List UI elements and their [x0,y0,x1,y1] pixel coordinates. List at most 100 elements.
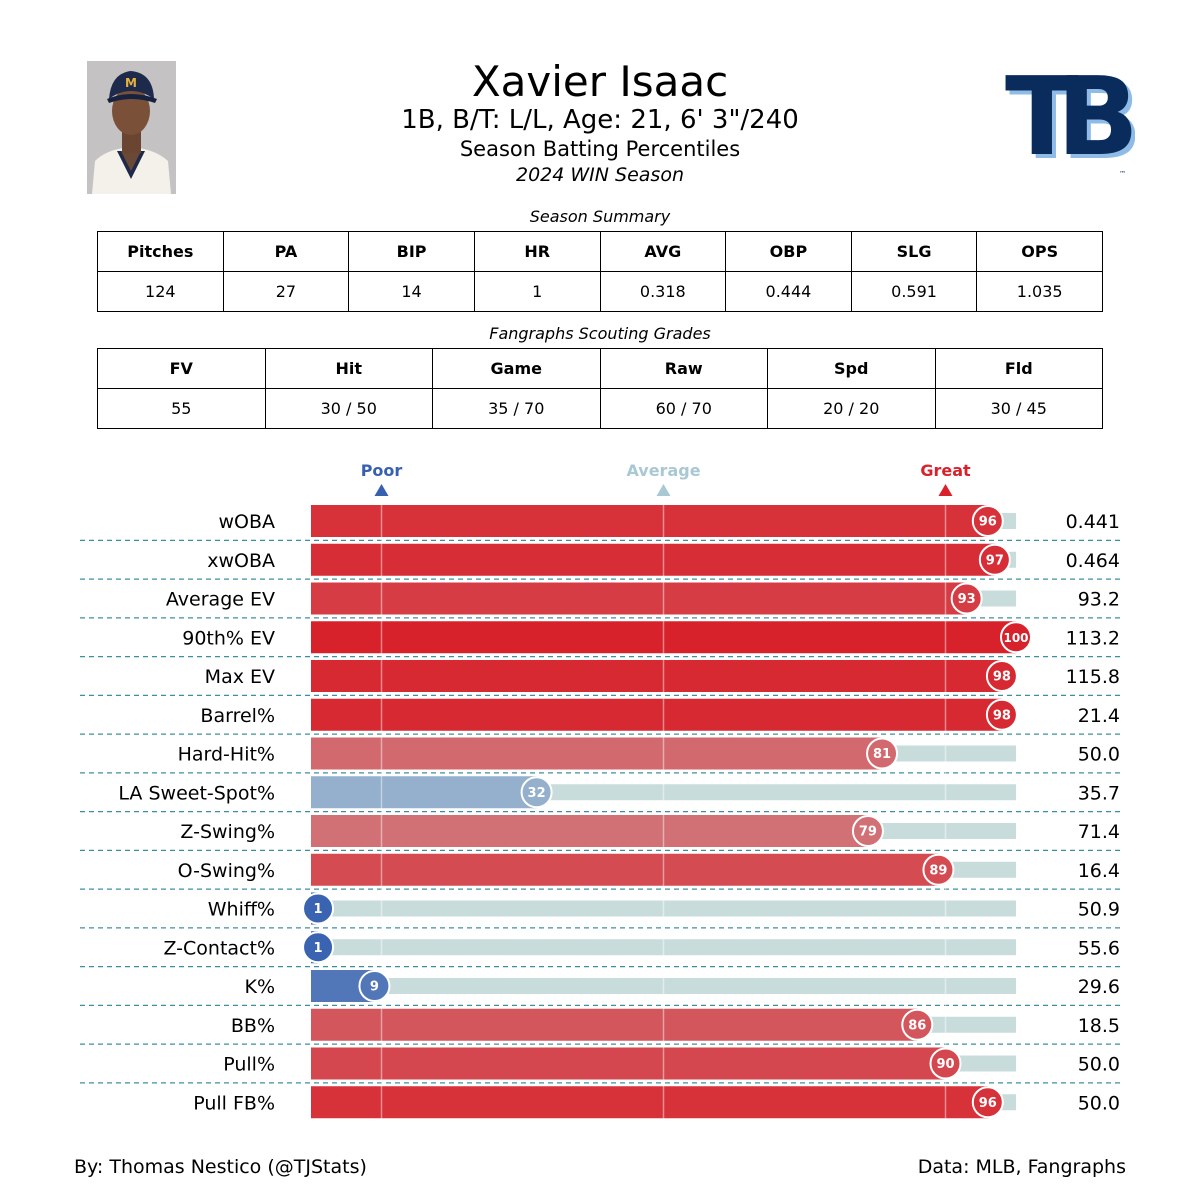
percentile-label: 89 [929,863,947,878]
percentile-badge [901,1008,934,1041]
scouting-value-cell: 35 / 70 [432,388,601,429]
stat-value: 0.464 [1066,550,1120,572]
percentile-label: 100 [1003,631,1028,645]
summary-header-cell: AVG [599,231,727,272]
metric-label: Max EV [205,666,275,688]
percentile-badge [985,660,1018,692]
percentile-badge [929,1047,962,1080]
scouting-header-cell: Spd [767,348,936,389]
season-label: 2024 WIN Season [516,164,684,186]
scouting-header-cell: Raw [599,348,768,389]
cap-logo: M [125,76,137,90]
percentile-badge [922,853,955,886]
stat-value: 50.0 [1078,1054,1120,1076]
percentile-bar [311,1047,946,1080]
percentile-label: 97 [986,553,1004,568]
percentile-label: 79 [859,825,877,840]
marker-triangle [938,484,953,496]
season-summary-caption: Season Summary [529,207,671,226]
metric-label: Barrel% [200,705,275,727]
scouting-header-cell: Fld [934,348,1103,389]
stat-value: 115.8 [1066,666,1120,688]
stat-value: 71.4 [1078,821,1120,843]
percentile-badge [1000,621,1032,654]
metric-label: Hard-Hit% [178,744,275,766]
summary-value-cell: 27 [222,271,350,312]
percentile-badge [851,815,884,847]
metric-label: Z-Contact% [163,937,275,959]
percentile-bar [311,1086,988,1119]
stat-value: 113.2 [1066,627,1120,649]
marker-label: Great [920,461,971,480]
percentile-bar [311,505,988,537]
percentile-label: 1 [314,941,323,956]
summary-value-cell: 14 [348,271,475,312]
stat-value: 21.4 [1078,705,1120,727]
player-photo: M [87,61,176,194]
stat-value: 50.0 [1078,1092,1120,1114]
summary-value-cell: 0.318 [599,271,727,312]
percentile-label: 93 [958,592,976,607]
stat-value: 18.5 [1078,1015,1120,1037]
percentile-chart: Poor Average Great wOBA 0.441 xwOBA 0.464 Avera… [80,461,1120,1119]
metric-label: Z-Swing% [180,821,275,843]
summary-value-cell: 1 [473,271,601,312]
summary-header-cell: OBP [725,231,852,272]
metric-label: O-Swing% [178,860,275,882]
percentile-label: 96 [979,1096,997,1111]
summary-header-cell: HR [473,231,601,272]
stat-value: 50.0 [1078,744,1120,766]
percentile-bar [311,582,967,615]
percentile-label: 1 [314,902,323,917]
percentile-label: 90 [936,1057,954,1072]
bar-track [311,978,1016,994]
percentile-badge [866,737,899,770]
marker-label: Poor [361,461,403,480]
percentile-label: 98 [993,670,1011,685]
bar-track [311,939,1016,956]
scouting-value-cell: 60 / 70 [599,388,768,429]
percentile-badge [971,505,1004,537]
summary-header-cell: SLG [850,231,978,272]
stat-value: 55.6 [1078,937,1120,959]
stat-value: 16.4 [1078,860,1120,882]
summary-value-cell: 0.444 [725,271,852,312]
team-logo: TB TB ™ [1000,55,1158,186]
percentile-bar [311,698,1002,731]
scouting-grades-table: FV Hit Game Raw Spd Fld 55 30 / 50 35 / … [97,348,1103,429]
percentile-label: 81 [873,747,891,762]
scouting-value-cell: 30 / 45 [934,388,1103,429]
percentile-badge [302,931,335,964]
percentile-bar [311,621,1016,654]
scouting-header-cell: Game [432,348,601,389]
bar-track [311,900,1016,917]
credit-text: By: Thomas Nestico (@TJStats) [74,1156,367,1178]
metric-label: Average EV [166,589,275,611]
scouting-caption: Fangraphs Scouting Grades [489,324,711,343]
percentile-badge [985,698,1018,731]
stat-value: 50.9 [1078,899,1120,921]
source-text: Data: MLB, Fangraphs [917,1156,1126,1178]
percentile-bar [311,543,995,576]
scouting-header-cell: Hit [264,348,433,389]
player-name: Xavier Isaac [471,57,729,106]
percentile-badge [950,582,983,615]
summary-header-cell: Pitches [97,231,224,272]
season-summary-table: Pitches PA BIP HR AVG OBP SLG OPS 124 27… [97,231,1103,312]
trademark-mark: ™ [1119,170,1126,178]
percentile-badge [302,892,335,925]
marker-triangle [374,484,389,496]
summary-value-cell: 1.035 [976,271,1103,312]
metric-label: Whiff% [208,899,275,921]
summary-value-cell: 124 [97,271,224,312]
percentile-badge [520,776,553,809]
percentile-bar [311,737,883,770]
percentile-label: 9 [370,980,379,995]
percentile-badge [971,1086,1004,1119]
percentile-bar [311,660,1002,692]
metric-label: 90th% EV [182,627,275,649]
percentile-bar [311,1008,918,1041]
player-bio: 1B, B/T: L/L, Age: 21, 6' 3"/240 [401,105,799,135]
scouting-value-cell: 30 / 50 [264,388,433,429]
stat-value: 93.2 [1078,589,1120,611]
